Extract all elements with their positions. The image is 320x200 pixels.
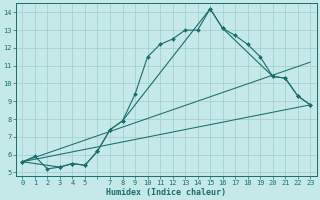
X-axis label: Humidex (Indice chaleur): Humidex (Indice chaleur)	[106, 188, 226, 197]
